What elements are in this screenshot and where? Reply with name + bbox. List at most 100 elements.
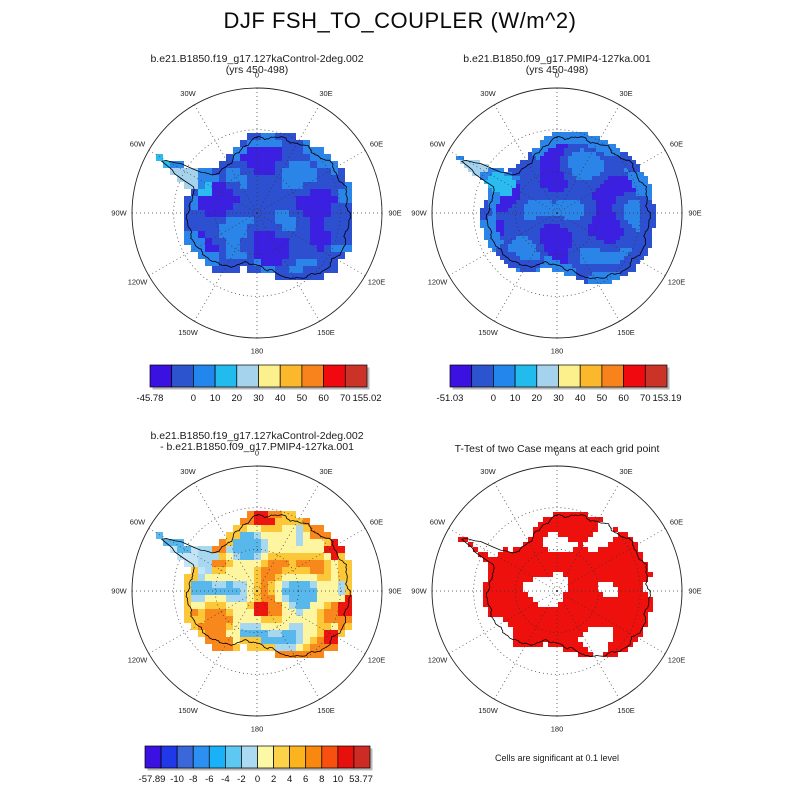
colorbar-max-label: 153.19 — [652, 393, 681, 404]
meridian-label: 120E — [668, 656, 686, 665]
colorbar-tick-label: 30 — [253, 393, 264, 404]
coastline — [160, 136, 351, 280]
meridian-label: 0 — [555, 71, 559, 80]
meridian-label: 180 — [551, 347, 564, 356]
meridian-label: 150E — [317, 328, 335, 337]
meridian-label: 150W — [178, 328, 199, 337]
colorbar-tick-label: 60 — [318, 393, 329, 404]
colorbar-boxes — [144, 745, 371, 769]
panel-pmip4-title-line1: b.e21.B1850.f09_g17.PMIP4-127ka.001 — [463, 53, 651, 65]
page-title: DJF FSH_TO_COUPLER (W/m^2) — [223, 8, 577, 33]
panel-diff-title: b.e21.B1850.f19_g17.127kaControl-2deg.00… — [107, 431, 407, 453]
panel-control-title-line2: (yrs 450-498) — [225, 64, 289, 76]
coastline — [160, 514, 351, 658]
meridian-label: 120W — [128, 656, 149, 665]
colorbar-labels: -57.89 -10 -8 -6 -4 -2 0 2 4 6 8 10 53.77 — [139, 774, 373, 785]
meridian-label: 90E — [688, 209, 701, 218]
map-boundary-circle — [131, 87, 383, 339]
colorbar-min-label: -45.78 — [137, 393, 164, 404]
colorbar-control: -45.78 0 10 20 30 40 50 60 70 155.02 — [137, 364, 382, 404]
meridian-label: 60E — [370, 518, 383, 527]
lat-lon-grid — [132, 88, 382, 338]
meridian-labels: 0 30E 60E 90E 120E 150E 180 150W 120W 90W 60W 30W — [411, 449, 701, 734]
colorbar-tick-label: 40 — [575, 393, 586, 404]
meridian-label: 150W — [178, 706, 199, 715]
meridian-label: 90W — [111, 209, 127, 218]
colorbar-tick-label: -10 — [170, 774, 184, 785]
colorbar-tick-label: 40 — [275, 393, 286, 404]
colorbar-tick-label: 60 — [618, 393, 629, 404]
colorbar-tick-label: 6 — [303, 774, 308, 785]
meridian-labels: 0 30E 60E 90E 120E 150E 180 150W 120W 90W 60W 30W — [111, 71, 401, 356]
meridian-label: 0 — [255, 449, 259, 458]
panel-ttest-title-line1: T-Test of two Case means at each grid po… — [454, 443, 660, 455]
colorbar-tick-label: 70 — [640, 393, 651, 404]
meridian-label: 60E — [670, 140, 683, 149]
colorbar-tick-label: 10 — [210, 393, 221, 404]
meridian-label: 90E — [688, 587, 701, 596]
meridian-label: 60E — [670, 518, 683, 527]
colorbar-boxes — [149, 364, 368, 388]
colorbar-tick-label: -6 — [205, 774, 213, 785]
significance-note: Cells are significant at 0.1 level — [494, 753, 620, 763]
colorbar-tick-label: 8 — [319, 774, 324, 785]
meridian-label: 120W — [428, 656, 449, 665]
meridian-label: 60E — [370, 140, 383, 149]
colorbar-tick-label: 70 — [340, 393, 351, 404]
meridian-label: 90W — [411, 587, 427, 596]
lat-lon-grid — [132, 466, 382, 716]
meridian-label: 150E — [617, 706, 635, 715]
colorbar-pmip4: -51.03 0 10 20 30 40 50 60 70 153.19 — [437, 364, 682, 404]
coastline — [460, 136, 651, 280]
colorbar-tick-label: 0 — [491, 393, 496, 404]
colorbar-labels: -45.78 0 10 20 30 40 50 60 70 155.02 — [137, 393, 382, 404]
meridian-label: 150W — [478, 328, 499, 337]
map-ttest: 0 30E 60E 90E 120E 150E 180 150W 120W 90W 60W 30W — [411, 449, 701, 734]
meridian-label: 180 — [551, 725, 564, 734]
colorbar-tick-label: 10 — [510, 393, 521, 404]
meridian-label: 120W — [428, 278, 449, 287]
map-boundary-circle — [431, 87, 683, 339]
meridian-labels: 0 30E 60E 90E 120E 150E 180 150W 120W 90W 60W 30W — [411, 71, 701, 356]
colorbar-tick-label: 30 — [553, 393, 564, 404]
meridian-label: 90W — [411, 209, 427, 218]
meridian-label: 120E — [368, 278, 386, 287]
panel-diff-title-line1: b.e21.B1850.f19_g17.127kaControl-2deg.00… — [150, 430, 364, 442]
colorbar-tick-label: 0 — [255, 774, 260, 785]
meridian-label: 30E — [319, 89, 332, 98]
data-cells — [156, 511, 352, 658]
colorbar-tick-label: 0 — [191, 393, 196, 404]
panel-ttest-title: T-Test of two Case means at each grid po… — [407, 444, 707, 455]
meridian-label: 150E — [317, 706, 335, 715]
colorbar-tick-label: 20 — [532, 393, 543, 404]
meridian-label: 180 — [251, 725, 264, 734]
panel-pmip4-title: b.e21.B1850.f09_g17.PMIP4-127ka.001 (yrs… — [407, 54, 707, 76]
panel-control-title: b.e21.B1850.f19_g17.127kaControl-2deg.00… — [107, 54, 407, 76]
meridian-label: 60W — [430, 140, 446, 149]
data-cells — [458, 512, 653, 657]
colorbar-boxes — [449, 364, 668, 388]
colorbar-tick-label: -4 — [221, 774, 229, 785]
colorbar-tick-label: 2 — [271, 774, 276, 785]
colorbar-tick-label: 20 — [232, 393, 243, 404]
colorbar-tick-label: 50 — [297, 393, 308, 404]
map-boundary-circle — [431, 465, 683, 717]
panel-diff-title-line2: - b.e21.B1850.f09_g17.PMIP4-127ka.001 — [160, 441, 354, 453]
colorbar-min-label: -51.03 — [437, 393, 464, 404]
colorbar-tick-label: -8 — [189, 774, 197, 785]
colorbar-tick-label: 50 — [597, 393, 608, 404]
colorbar-max-label: 155.02 — [352, 393, 381, 404]
data-cells — [156, 133, 352, 280]
panel-pmip4-title-line2: (yrs 450-498) — [525, 64, 589, 76]
map-boundary-circle — [131, 465, 383, 717]
colorbar-tick-label: 10 — [333, 774, 344, 785]
meridian-label: 90E — [388, 587, 401, 596]
map-control: 0 30E 60E 90E 120E 150E 180 150W 120W 90W 60W 30W — [111, 71, 401, 356]
meridian-label: 90E — [388, 209, 401, 218]
meridian-label: 150E — [617, 328, 635, 337]
colorbar-labels: -51.03 0 10 20 30 40 50 60 70 153.19 — [437, 393, 682, 404]
meridian-label: 150W — [478, 706, 499, 715]
meridian-label: 30E — [619, 467, 632, 476]
coastline — [460, 514, 651, 658]
